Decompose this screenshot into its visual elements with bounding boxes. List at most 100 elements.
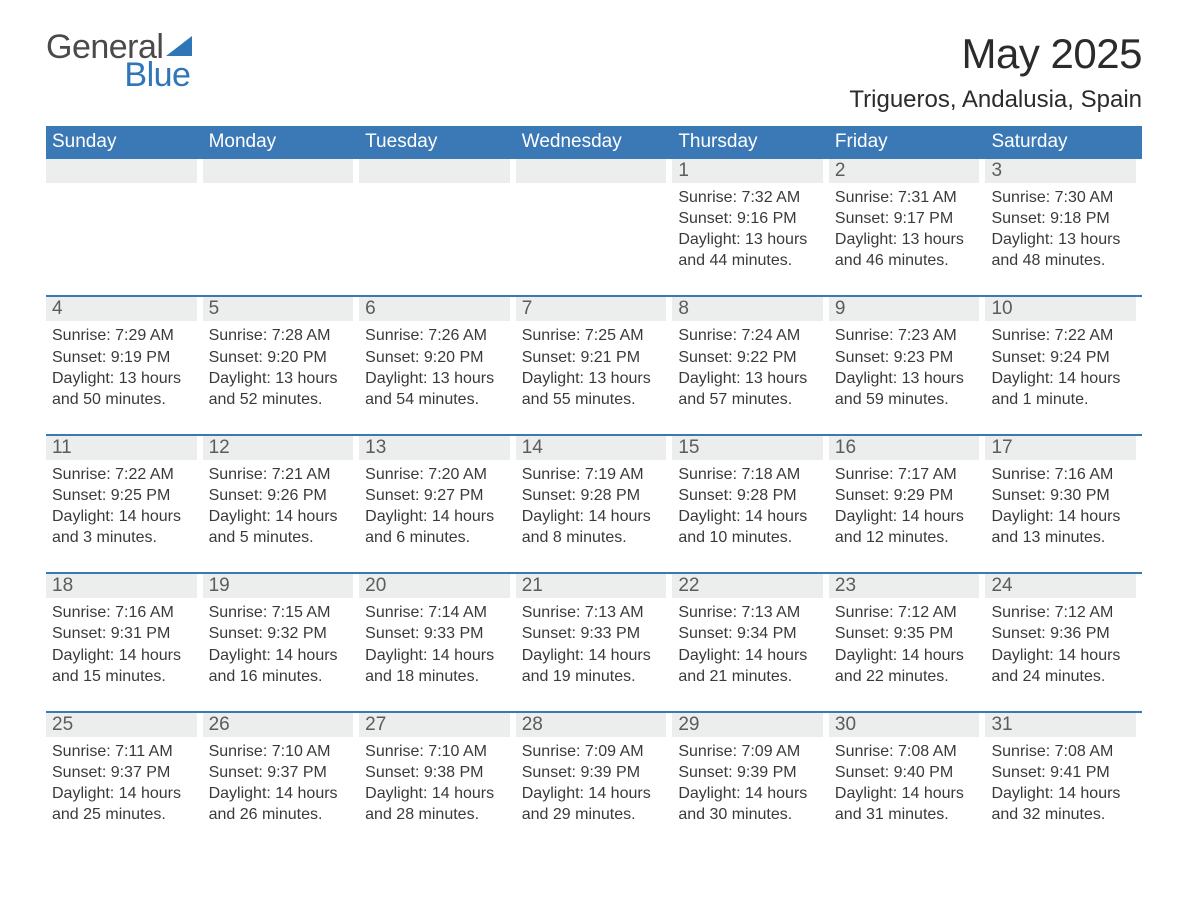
day-dl1: Daylight: 13 hours — [365, 368, 510, 389]
day-dl2: and 15 minutes. — [52, 666, 197, 687]
daynum-row: 20 — [359, 574, 510, 598]
day-sunrise: Sunrise: 7:17 AM — [835, 464, 980, 485]
daynum-row: 2 — [829, 159, 980, 183]
day-sunset: Sunset: 9:37 PM — [52, 762, 197, 783]
day-sunset: Sunset: 9:33 PM — [365, 623, 510, 644]
day-number: 7 — [522, 298, 533, 320]
day-dl1: Daylight: 14 hours — [52, 506, 197, 527]
daynum-row: 27 — [359, 713, 510, 737]
day-dl1: Daylight: 14 hours — [52, 645, 197, 666]
day-dl2: and 13 minutes. — [991, 527, 1136, 548]
day-dl2: and 5 minutes. — [209, 527, 354, 548]
day-cell — [46, 159, 203, 271]
day-sunset: Sunset: 9:23 PM — [835, 347, 980, 368]
day-dl1: Daylight: 14 hours — [365, 506, 510, 527]
day-dl2: and 12 minutes. — [835, 527, 980, 548]
day-cell: 8Sunrise: 7:24 AMSunset: 9:22 PMDaylight… — [672, 297, 829, 409]
day-cell — [516, 159, 673, 271]
day-dl1: Daylight: 13 hours — [678, 229, 823, 250]
day-sunset: Sunset: 9:17 PM — [835, 208, 980, 229]
day-cell: 2Sunrise: 7:31 AMSunset: 9:17 PMDaylight… — [829, 159, 986, 271]
day-body: Sunrise: 7:28 AMSunset: 9:20 PMDaylight:… — [203, 321, 354, 409]
day-dl1: Daylight: 14 hours — [678, 506, 823, 527]
day-dl2: and 6 minutes. — [365, 527, 510, 548]
day-sunset: Sunset: 9:28 PM — [678, 485, 823, 506]
day-sunrise: Sunrise: 7:25 AM — [522, 325, 667, 346]
day-cell: 18Sunrise: 7:16 AMSunset: 9:31 PMDayligh… — [46, 574, 203, 686]
day-sunset: Sunset: 9:22 PM — [678, 347, 823, 368]
day-cell: 26Sunrise: 7:10 AMSunset: 9:37 PMDayligh… — [203, 713, 360, 825]
day-number: 5 — [209, 298, 220, 320]
day-cell: 1Sunrise: 7:32 AMSunset: 9:16 PMDaylight… — [672, 159, 829, 271]
day-number: 11 — [52, 437, 72, 459]
day-dl2: and 32 minutes. — [991, 804, 1136, 825]
day-number: 26 — [209, 714, 230, 736]
day-cell: 12Sunrise: 7:21 AMSunset: 9:26 PMDayligh… — [203, 436, 360, 548]
day-cell: 14Sunrise: 7:19 AMSunset: 9:28 PMDayligh… — [516, 436, 673, 548]
day-dl2: and 50 minutes. — [52, 389, 197, 410]
day-dl1: Daylight: 13 hours — [991, 229, 1136, 250]
day-number: 31 — [991, 714, 1012, 736]
day-sunrise: Sunrise: 7:10 AM — [365, 741, 510, 762]
day-sunrise: Sunrise: 7:22 AM — [52, 464, 197, 485]
day-number: 25 — [52, 714, 73, 736]
day-number: 30 — [835, 714, 856, 736]
day-number: 20 — [365, 575, 386, 597]
daynum-row: 19 — [203, 574, 354, 598]
week-row: 1Sunrise: 7:32 AMSunset: 9:16 PMDaylight… — [46, 159, 1142, 271]
day-body: Sunrise: 7:10 AMSunset: 9:38 PMDaylight:… — [359, 737, 510, 825]
day-sunset: Sunset: 9:24 PM — [991, 347, 1136, 368]
daynum-row — [46, 159, 197, 183]
day-number: 19 — [209, 575, 230, 597]
day-dl1: Daylight: 14 hours — [522, 506, 667, 527]
day-cell: 3Sunrise: 7:30 AMSunset: 9:18 PMDaylight… — [985, 159, 1142, 271]
day-cell: 25Sunrise: 7:11 AMSunset: 9:37 PMDayligh… — [46, 713, 203, 825]
dow-friday: Friday — [829, 126, 986, 159]
day-dl1: Daylight: 14 hours — [835, 506, 980, 527]
dow-sunday: Sunday — [46, 126, 203, 159]
day-sunrise: Sunrise: 7:31 AM — [835, 187, 980, 208]
day-sunset: Sunset: 9:40 PM — [835, 762, 980, 783]
day-sunset: Sunset: 9:39 PM — [522, 762, 667, 783]
day-cell: 4Sunrise: 7:29 AMSunset: 9:19 PMDaylight… — [46, 297, 203, 409]
days-of-week-header: Sunday Monday Tuesday Wednesday Thursday… — [46, 126, 1142, 159]
day-dl2: and 26 minutes. — [209, 804, 354, 825]
daynum-row: 6 — [359, 297, 510, 321]
day-sunrise: Sunrise: 7:30 AM — [991, 187, 1136, 208]
day-body: Sunrise: 7:10 AMSunset: 9:37 PMDaylight:… — [203, 737, 354, 825]
day-number: 2 — [835, 160, 846, 182]
day-cell: 23Sunrise: 7:12 AMSunset: 9:35 PMDayligh… — [829, 574, 986, 686]
day-number: 21 — [522, 575, 543, 597]
day-number: 12 — [209, 437, 230, 459]
day-sunset: Sunset: 9:21 PM — [522, 347, 667, 368]
day-dl2: and 30 minutes. — [678, 804, 823, 825]
day-sunrise: Sunrise: 7:08 AM — [835, 741, 980, 762]
day-number: 18 — [52, 575, 73, 597]
day-number: 29 — [678, 714, 699, 736]
day-number: 16 — [835, 437, 856, 459]
day-sunrise: Sunrise: 7:09 AM — [678, 741, 823, 762]
daynum-row: 11 — [46, 436, 197, 460]
day-sunset: Sunset: 9:20 PM — [209, 347, 354, 368]
day-cell: 27Sunrise: 7:10 AMSunset: 9:38 PMDayligh… — [359, 713, 516, 825]
daynum-row: 13 — [359, 436, 510, 460]
day-dl1: Daylight: 14 hours — [991, 783, 1136, 804]
day-sunrise: Sunrise: 7:28 AM — [209, 325, 354, 346]
daynum-row: 29 — [672, 713, 823, 737]
day-cell: 24Sunrise: 7:12 AMSunset: 9:36 PMDayligh… — [985, 574, 1142, 686]
day-body: Sunrise: 7:22 AMSunset: 9:25 PMDaylight:… — [46, 460, 197, 548]
day-dl1: Daylight: 14 hours — [522, 645, 667, 666]
day-sunset: Sunset: 9:19 PM — [52, 347, 197, 368]
day-body: Sunrise: 7:08 AMSunset: 9:40 PMDaylight:… — [829, 737, 980, 825]
daynum-row: 28 — [516, 713, 667, 737]
daynum-row: 8 — [672, 297, 823, 321]
day-sunset: Sunset: 9:37 PM — [209, 762, 354, 783]
day-cell: 5Sunrise: 7:28 AMSunset: 9:20 PMDaylight… — [203, 297, 360, 409]
day-dl1: Daylight: 13 hours — [678, 368, 823, 389]
daynum-row: 10 — [985, 297, 1136, 321]
day-body: Sunrise: 7:17 AMSunset: 9:29 PMDaylight:… — [829, 460, 980, 548]
day-dl1: Daylight: 13 hours — [522, 368, 667, 389]
dow-tuesday: Tuesday — [359, 126, 516, 159]
day-sunset: Sunset: 9:35 PM — [835, 623, 980, 644]
day-dl1: Daylight: 14 hours — [365, 783, 510, 804]
